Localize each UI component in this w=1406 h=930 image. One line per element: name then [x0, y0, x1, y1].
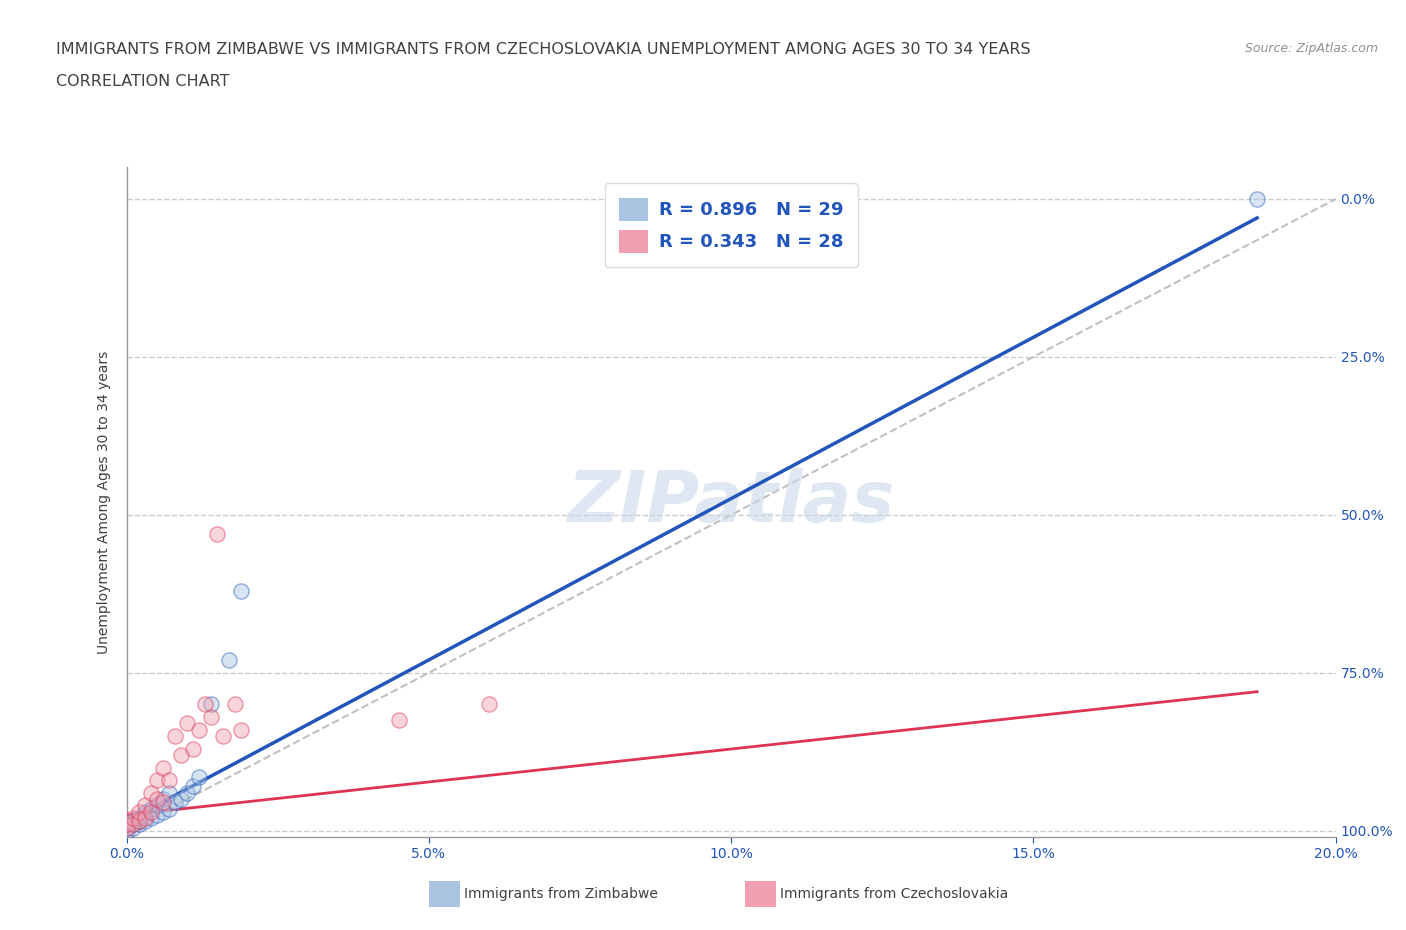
Point: [157, 773, 180, 788]
Point: [224, 697, 246, 711]
Point: [146, 807, 169, 822]
Point: [121, 814, 143, 829]
Text: Immigrants from Zimbabwe: Immigrants from Zimbabwe: [464, 886, 658, 901]
Point: [200, 697, 222, 711]
Point: [176, 785, 198, 800]
Point: [170, 748, 193, 763]
Point: [194, 697, 217, 711]
Point: [212, 728, 235, 743]
Legend: R = 0.896   N = 29, R = 0.343   N = 28: R = 0.896 N = 29, R = 0.343 N = 28: [605, 183, 858, 268]
Point: [218, 653, 240, 668]
Point: [231, 723, 253, 737]
Point: [388, 712, 411, 727]
Point: [188, 769, 211, 784]
Point: [176, 716, 198, 731]
Point: [152, 804, 174, 819]
Point: [163, 795, 186, 810]
Point: [146, 791, 169, 806]
Text: Source: ZipAtlas.com: Source: ZipAtlas.com: [1244, 42, 1378, 55]
Text: CORRELATION CHART: CORRELATION CHART: [56, 74, 229, 89]
Point: [115, 817, 138, 831]
Point: [231, 583, 253, 598]
Point: [134, 807, 156, 822]
Point: [121, 820, 143, 835]
Point: [121, 817, 143, 831]
Point: [163, 728, 186, 743]
Point: [181, 779, 204, 794]
Point: [128, 811, 150, 826]
Point: [152, 791, 174, 806]
Text: Immigrants from Czechoslovakia: Immigrants from Czechoslovakia: [780, 886, 1008, 901]
Point: [115, 817, 138, 831]
Point: [115, 820, 138, 835]
Point: [152, 760, 174, 775]
Point: [200, 710, 222, 724]
Point: [205, 526, 228, 541]
Point: [157, 785, 180, 800]
Point: [146, 798, 169, 813]
Point: [134, 798, 156, 813]
Point: [152, 795, 174, 810]
Point: [121, 817, 143, 831]
Point: [134, 814, 156, 829]
Point: [157, 801, 180, 816]
Point: [1246, 192, 1268, 206]
Point: [181, 741, 204, 756]
Point: [121, 811, 143, 826]
Point: [134, 804, 156, 819]
Point: [134, 811, 156, 826]
Point: [128, 817, 150, 831]
Point: [139, 785, 162, 800]
Point: [128, 804, 150, 819]
Y-axis label: Unemployment Among Ages 30 to 34 years: Unemployment Among Ages 30 to 34 years: [97, 351, 111, 654]
Text: IMMIGRANTS FROM ZIMBABWE VS IMMIGRANTS FROM CZECHOSLOVAKIA UNEMPLOYMENT AMONG AG: IMMIGRANTS FROM ZIMBABWE VS IMMIGRANTS F…: [56, 42, 1031, 57]
Point: [139, 811, 162, 826]
Point: [146, 773, 169, 788]
Point: [128, 814, 150, 829]
Point: [170, 791, 193, 806]
Point: [478, 697, 501, 711]
Point: [115, 820, 138, 835]
Point: [139, 801, 162, 816]
Point: [188, 723, 211, 737]
Point: [128, 814, 150, 829]
Point: [115, 823, 138, 838]
Text: ZIPatlas: ZIPatlas: [568, 468, 894, 537]
Point: [139, 804, 162, 819]
